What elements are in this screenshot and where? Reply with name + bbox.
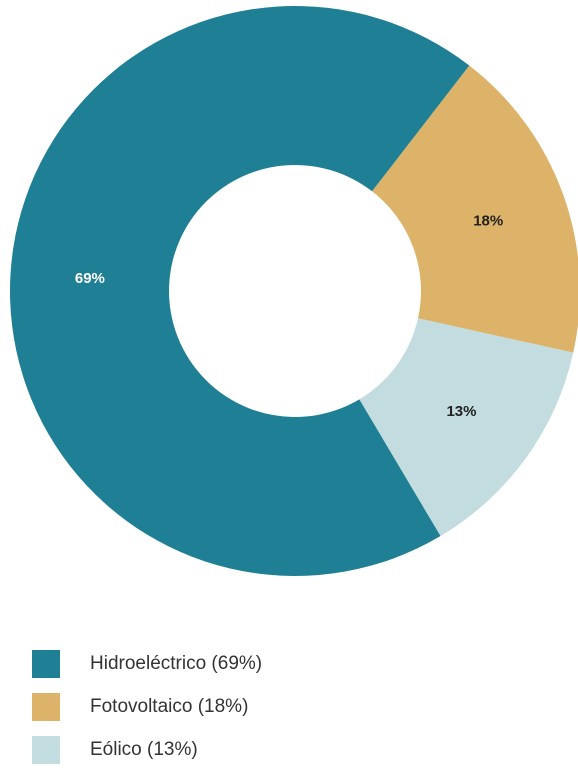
- legend-swatch-eolico: [32, 736, 60, 764]
- legend-item-eolico: Eólico (13%): [32, 736, 262, 764]
- donut-plot: 18% 13% 69%: [10, 6, 578, 577]
- legend-label-hidroelectrico: Hidroeléctrico (69%): [90, 653, 263, 674]
- slice-label-eolico: 13%: [446, 403, 476, 420]
- legend-swatch-fotovoltaico: [32, 693, 60, 721]
- slice-eolico: [359, 318, 574, 537]
- legend-label-eolico: Eólico (13%): [90, 739, 198, 760]
- slice-hidroelectrico: [10, 6, 470, 577]
- slice-fotovoltaico: [372, 65, 578, 353]
- legend: Hidroeléctrico (69%) Fotovoltaico (18%) …: [32, 650, 262, 779]
- slice-label-hidroelectrico: 69%: [75, 270, 105, 287]
- slice-label-fotovoltaico: 18%: [473, 213, 503, 230]
- legend-item-hidroelectrico: Hidroeléctrico (69%): [32, 650, 262, 678]
- legend-label-fotovoltaico: Fotovoltaico (18%): [90, 696, 249, 717]
- legend-item-fotovoltaico: Fotovoltaico (18%): [32, 693, 262, 721]
- legend-swatch-hidroelectrico: [32, 650, 60, 678]
